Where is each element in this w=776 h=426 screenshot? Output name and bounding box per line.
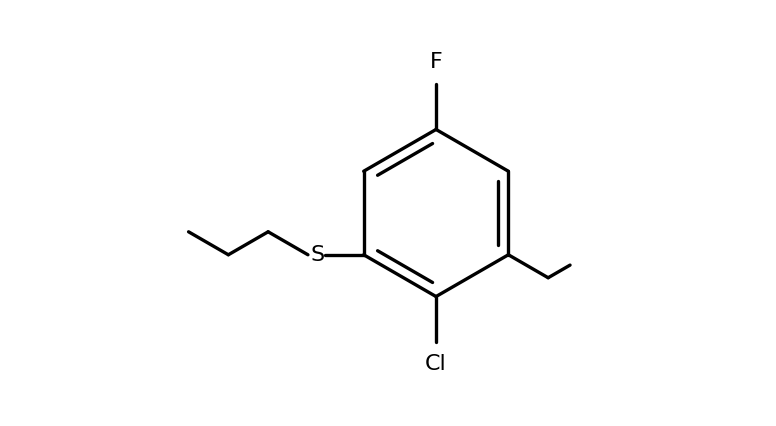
Text: Cl: Cl xyxy=(425,354,447,374)
Text: F: F xyxy=(430,52,442,72)
Text: S: S xyxy=(310,245,324,265)
